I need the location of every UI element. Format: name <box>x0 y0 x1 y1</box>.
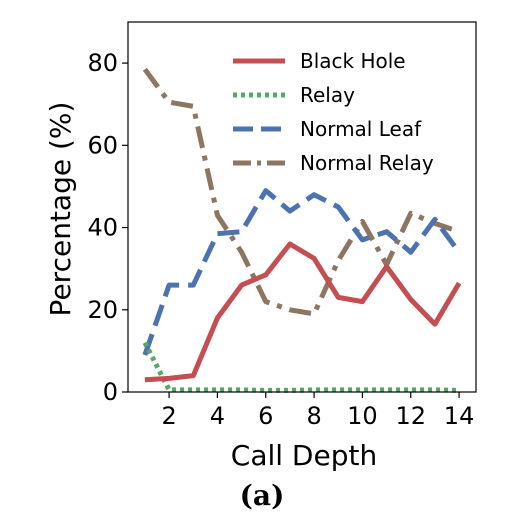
series-line-relay <box>142 341 460 393</box>
x-tick-label: 6 <box>258 402 273 430</box>
y-tick-label: 20 <box>87 296 118 324</box>
x-axis-label: Call Depth <box>231 439 377 472</box>
y-tick-label: 40 <box>87 214 118 242</box>
x-tick-label: 8 <box>306 402 321 430</box>
x-tick-label: 12 <box>395 402 426 430</box>
x-tick-label: 4 <box>210 402 225 430</box>
legend-label: Normal Relay <box>300 151 434 175</box>
y-tick-label: 80 <box>87 49 118 77</box>
legend-label: Normal Leaf <box>300 117 422 141</box>
figure-caption: (a) <box>240 479 285 512</box>
series-line-normal-relay <box>142 67 460 317</box>
legend-label: Black Hole <box>300 49 406 73</box>
x-tick-label: 2 <box>161 402 176 430</box>
y-tick-label: 0 <box>103 378 118 406</box>
series-line-black-hole <box>144 241 462 383</box>
axes: 2 4 6 8 10 12 14 0 20 40 60 80 <box>87 21 477 430</box>
legend: Black Hole Relay Normal Leaf Normal Relay <box>233 49 434 175</box>
legend-label: Relay <box>300 83 355 107</box>
series-line-normal-leaf <box>142 188 462 356</box>
x-tick-label: 14 <box>444 402 475 430</box>
y-tick-label: 60 <box>87 131 118 159</box>
x-tick-label: 10 <box>347 402 378 430</box>
y-axis-label: Percentage (%) <box>44 102 77 317</box>
plot-area <box>142 67 462 393</box>
plot-frame <box>127 21 477 393</box>
